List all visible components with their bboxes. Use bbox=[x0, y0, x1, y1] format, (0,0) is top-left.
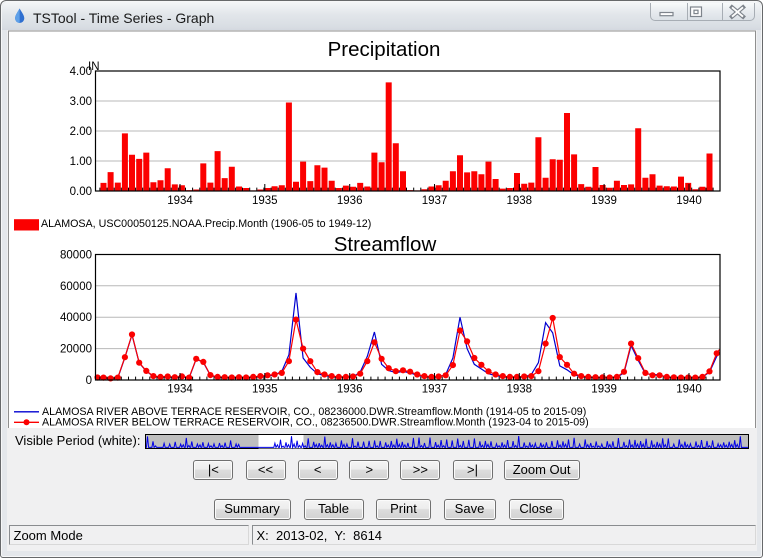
svg-text:1939: 1939 bbox=[591, 384, 617, 396]
svg-text:ALAMOSA RIVER BELOW TERRACE RE: ALAMOSA RIVER BELOW TERRACE RESERVOIR, C… bbox=[42, 417, 589, 429]
svg-text:1940: 1940 bbox=[676, 384, 702, 396]
svg-text:1936: 1936 bbox=[337, 384, 363, 396]
svg-text:1935: 1935 bbox=[252, 384, 278, 396]
svg-text:20000: 20000 bbox=[60, 344, 92, 356]
svg-text:ALAMOSA RIVER ABOVE TERRACE RE: ALAMOSA RIVER ABOVE TERRACE RESERVOIR, C… bbox=[42, 406, 586, 418]
svg-text:1935: 1935 bbox=[252, 195, 278, 207]
svg-text:0.00: 0.00 bbox=[70, 186, 92, 198]
svg-text:4.00: 4.00 bbox=[70, 66, 92, 78]
svg-text:1934: 1934 bbox=[167, 384, 193, 396]
svg-text:1934: 1934 bbox=[167, 195, 193, 207]
svg-text:1937: 1937 bbox=[422, 384, 448, 396]
svg-text:ALAMOSA, USC00050125.NOAA.Prec: ALAMOSA, USC00050125.NOAA.Precip.Month (… bbox=[41, 218, 371, 230]
svg-text:1.00: 1.00 bbox=[70, 156, 92, 168]
svg-text:1938: 1938 bbox=[507, 195, 533, 207]
svg-text:Streamflow: Streamflow bbox=[334, 233, 437, 256]
svg-text:3.00: 3.00 bbox=[70, 96, 92, 108]
svg-text:60000: 60000 bbox=[60, 281, 92, 293]
svg-text:IN: IN bbox=[88, 61, 100, 73]
svg-text:80000: 80000 bbox=[60, 249, 92, 261]
svg-text:Precipitation: Precipitation bbox=[328, 38, 441, 61]
svg-text:0: 0 bbox=[86, 375, 92, 387]
svg-text:1937: 1937 bbox=[422, 195, 448, 207]
svg-text:1939: 1939 bbox=[591, 195, 617, 207]
svg-text:2.00: 2.00 bbox=[70, 126, 92, 138]
svg-text:40000: 40000 bbox=[60, 312, 92, 324]
svg-text:1940: 1940 bbox=[676, 195, 702, 207]
svg-text:1936: 1936 bbox=[337, 195, 363, 207]
svg-text:1938: 1938 bbox=[507, 384, 533, 396]
